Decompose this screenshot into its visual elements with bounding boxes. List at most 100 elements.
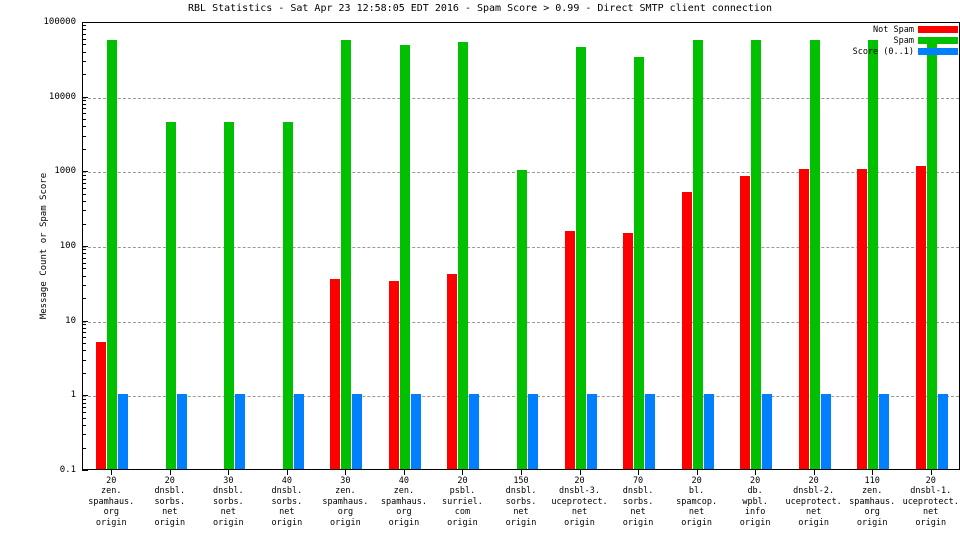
- bar-spam: [575, 46, 586, 469]
- y-tick-mark: [82, 417, 86, 419]
- bar-spam: [107, 40, 118, 469]
- bar-not-spam: [798, 168, 809, 469]
- bar-score-0-1: [352, 394, 363, 469]
- y-tick-mark: [82, 29, 86, 31]
- y-tick-mark: [82, 135, 86, 137]
- y-tick-mark: [82, 182, 86, 184]
- x-tick-label: 40 zen. spamhaus. org origin: [380, 476, 427, 528]
- y-tick-mark: [82, 402, 86, 404]
- y-tick-mark: [82, 44, 86, 46]
- bar-spam: [809, 40, 820, 469]
- y-tick-label: 10: [65, 315, 76, 326]
- x-tick-mark: [813, 470, 815, 475]
- bar-spam: [341, 40, 352, 469]
- bar-spam: [692, 40, 703, 469]
- y-tick-mark: [82, 223, 86, 225]
- y-tick-mark: [82, 96, 88, 98]
- y-tick-mark: [82, 113, 86, 115]
- bar-score-0-1: [235, 394, 246, 469]
- bar-spam: [282, 121, 293, 469]
- x-tick-label: 150 dnsbl. sorbs. net origin: [505, 476, 537, 528]
- y-tick-mark: [82, 470, 88, 471]
- y-tick-mark: [82, 327, 86, 329]
- bar-score-0-1: [820, 394, 831, 469]
- y-tick-mark: [82, 298, 86, 300]
- x-tick-label: 20 zen. spamhaus. org origin: [88, 476, 135, 528]
- x-tick-mark: [228, 470, 230, 475]
- y-tick-mark: [82, 411, 86, 413]
- bar-spam: [399, 45, 410, 469]
- y-tick-mark: [82, 33, 86, 35]
- y-tick-mark: [82, 119, 86, 121]
- bar-not-spam: [388, 280, 399, 469]
- chart-title: RBL Statistics - Sat Apr 23 12:58:05 EDT…: [188, 3, 772, 14]
- legend-item-score: Score (0..1): [832, 46, 958, 57]
- y-tick-mark: [82, 434, 86, 436]
- y-tick-label: 1: [70, 390, 76, 401]
- bar-spam: [458, 42, 469, 469]
- x-tick-mark: [579, 470, 581, 475]
- x-tick-mark: [169, 470, 171, 475]
- x-tick-label: 20 psbl. surriel. com origin: [441, 476, 483, 528]
- plot-area: [82, 22, 960, 470]
- y-tick-mark: [82, 210, 86, 212]
- x-tick-mark: [345, 470, 347, 475]
- y-tick-mark: [82, 337, 86, 339]
- y-tick-mark: [82, 285, 86, 287]
- y-tick-mark: [82, 148, 86, 150]
- y-tick-mark: [82, 25, 86, 27]
- y-tick-mark: [82, 249, 86, 251]
- bar-not-spam: [740, 175, 751, 469]
- x-tick-label: 110 zen. spamhaus. org origin: [849, 476, 896, 528]
- y-tick-label: 1000: [54, 166, 76, 177]
- y-tick-label: 10000: [48, 91, 76, 102]
- y-tick-mark: [82, 268, 86, 270]
- y-tick-label: 100: [59, 241, 76, 251]
- x-tick-label: 20 dnsbl-3. uceprotect. net origin: [551, 476, 608, 528]
- y-tick-mark: [82, 178, 86, 180]
- y-tick-mark: [82, 372, 86, 374]
- bar-score-0-1: [586, 394, 597, 469]
- legend-label-spam: Spam: [893, 35, 914, 46]
- legend-label-not-spam: Not Spam: [873, 24, 914, 35]
- x-tick-label: 20 dnsbl-1. uceprotect. net origin: [902, 476, 959, 528]
- y-tick-mark: [82, 359, 86, 361]
- bar-not-spam: [564, 230, 575, 469]
- x-tick-label: 30 dnsbl. sorbs. net origin: [212, 476, 244, 528]
- y-tick-mark: [82, 406, 86, 408]
- y-tick-mark: [82, 100, 86, 102]
- bars-layer: [83, 23, 959, 469]
- bar-not-spam: [681, 191, 692, 469]
- bar-score-0-1: [176, 394, 187, 469]
- y-tick-mark: [82, 253, 86, 255]
- x-tick-mark: [755, 470, 757, 475]
- x-tick-mark: [403, 470, 405, 475]
- y-axis-ticks: 100000 10000 1000 100 10 1 0.1: [0, 17, 76, 475]
- bar-spam: [517, 170, 527, 469]
- y-tick-mark: [82, 398, 86, 400]
- bar-score-0-1: [410, 394, 421, 469]
- y-tick-mark: [82, 257, 86, 259]
- x-tick-mark: [638, 470, 640, 475]
- legend-swatch-not-spam: [918, 26, 958, 33]
- y-tick-mark: [82, 174, 86, 176]
- bar-score-0-1: [879, 394, 890, 469]
- bar-spam: [926, 40, 937, 469]
- bar-score-0-1: [703, 394, 714, 469]
- y-tick-mark: [82, 320, 88, 322]
- y-tick-mark: [82, 275, 86, 277]
- x-axis-labels: 20 zen. spamhaus. org origin 20 dnsbl. so…: [82, 470, 960, 540]
- y-tick-mark: [82, 395, 88, 397]
- bar-spam: [634, 56, 645, 469]
- y-tick-mark: [82, 74, 86, 76]
- bar-spam: [165, 121, 176, 469]
- x-tick-label: 20 dnsbl-2. uceprotect. net origin: [785, 476, 842, 528]
- bar-spam: [751, 40, 762, 469]
- bar-not-spam: [857, 169, 868, 469]
- y-tick-mark: [82, 324, 86, 326]
- x-tick-label: 40 dnsbl. sorbs. net origin: [271, 476, 303, 528]
- x-tick-label: 20 dnsbl. sorbs. net origin: [154, 476, 186, 528]
- legend-item-spam: Spam: [832, 35, 958, 46]
- x-tick-label: 70 dnsbl. sorbs. net origin: [622, 476, 654, 528]
